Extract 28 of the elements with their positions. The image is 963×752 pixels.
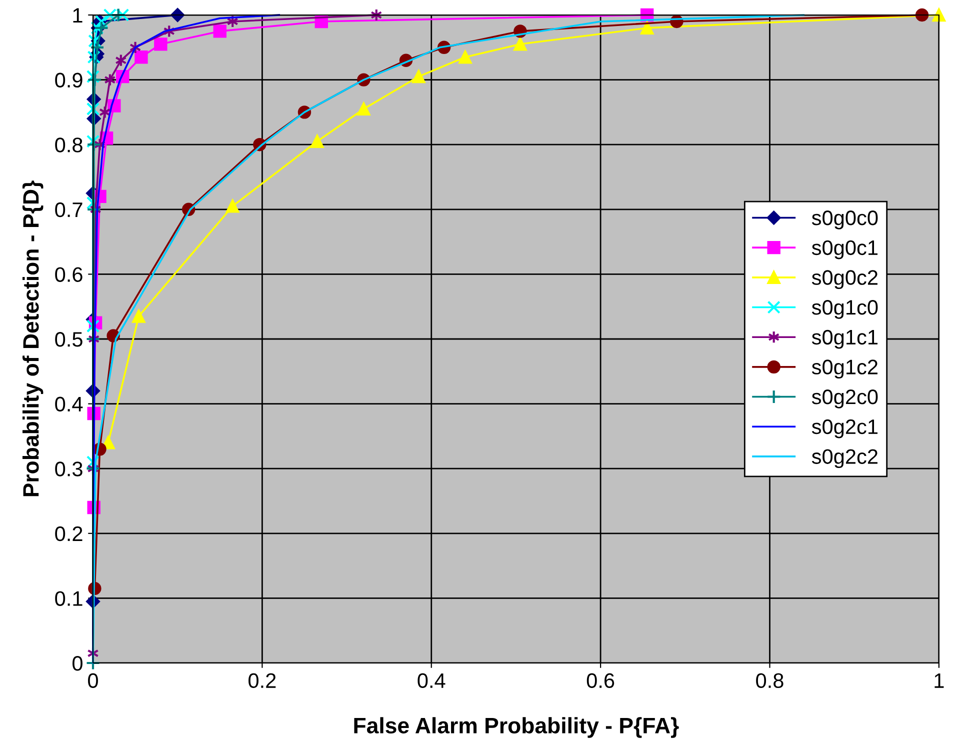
y-tick-label: 0.1	[55, 591, 82, 606]
legend-label: s0g0c1	[812, 240, 878, 260]
legend-label: s0g2c1	[812, 419, 878, 438]
x-tick-label: 0.6	[586, 673, 614, 688]
legend-label: s0g1c0	[812, 300, 878, 319]
y-tick-label: 0.5	[55, 332, 82, 347]
legend-label: s0g2c0	[812, 390, 878, 408]
legend-label: s0g1c2	[812, 360, 878, 379]
legend-label: s0g0c0	[812, 210, 878, 230]
x-tick-label: 0.2	[248, 673, 276, 688]
legend-label: s0g1c1	[812, 330, 878, 349]
x-tick-label: 1	[934, 673, 944, 688]
y-tick-label: 0.6	[55, 267, 82, 282]
y-tick-label: 0	[72, 656, 82, 671]
x-tick-label: 0.8	[756, 673, 784, 688]
y-tick-label: 0.3	[55, 462, 82, 476]
y-tick-label: 0.9	[55, 72, 82, 88]
legend-label: s0g0c2	[812, 270, 878, 290]
legend-label: s0g2c2	[812, 449, 878, 468]
y-axis-title: Probability of Detection - P{D}	[22, 180, 44, 496]
y-tick-label: 0.2	[55, 526, 82, 542]
x-tick-label: 0	[88, 673, 98, 688]
y-tick-label: 0.4	[55, 396, 83, 412]
y-tick-label: 1	[73, 8, 82, 23]
x-axis-title: False Alarm Probability - P{FA}	[354, 717, 679, 738]
x-tick-label: 0.4	[418, 673, 446, 688]
y-tick-label: 0.7	[55, 202, 82, 218]
y-tick-label: 0.8	[55, 138, 82, 152]
